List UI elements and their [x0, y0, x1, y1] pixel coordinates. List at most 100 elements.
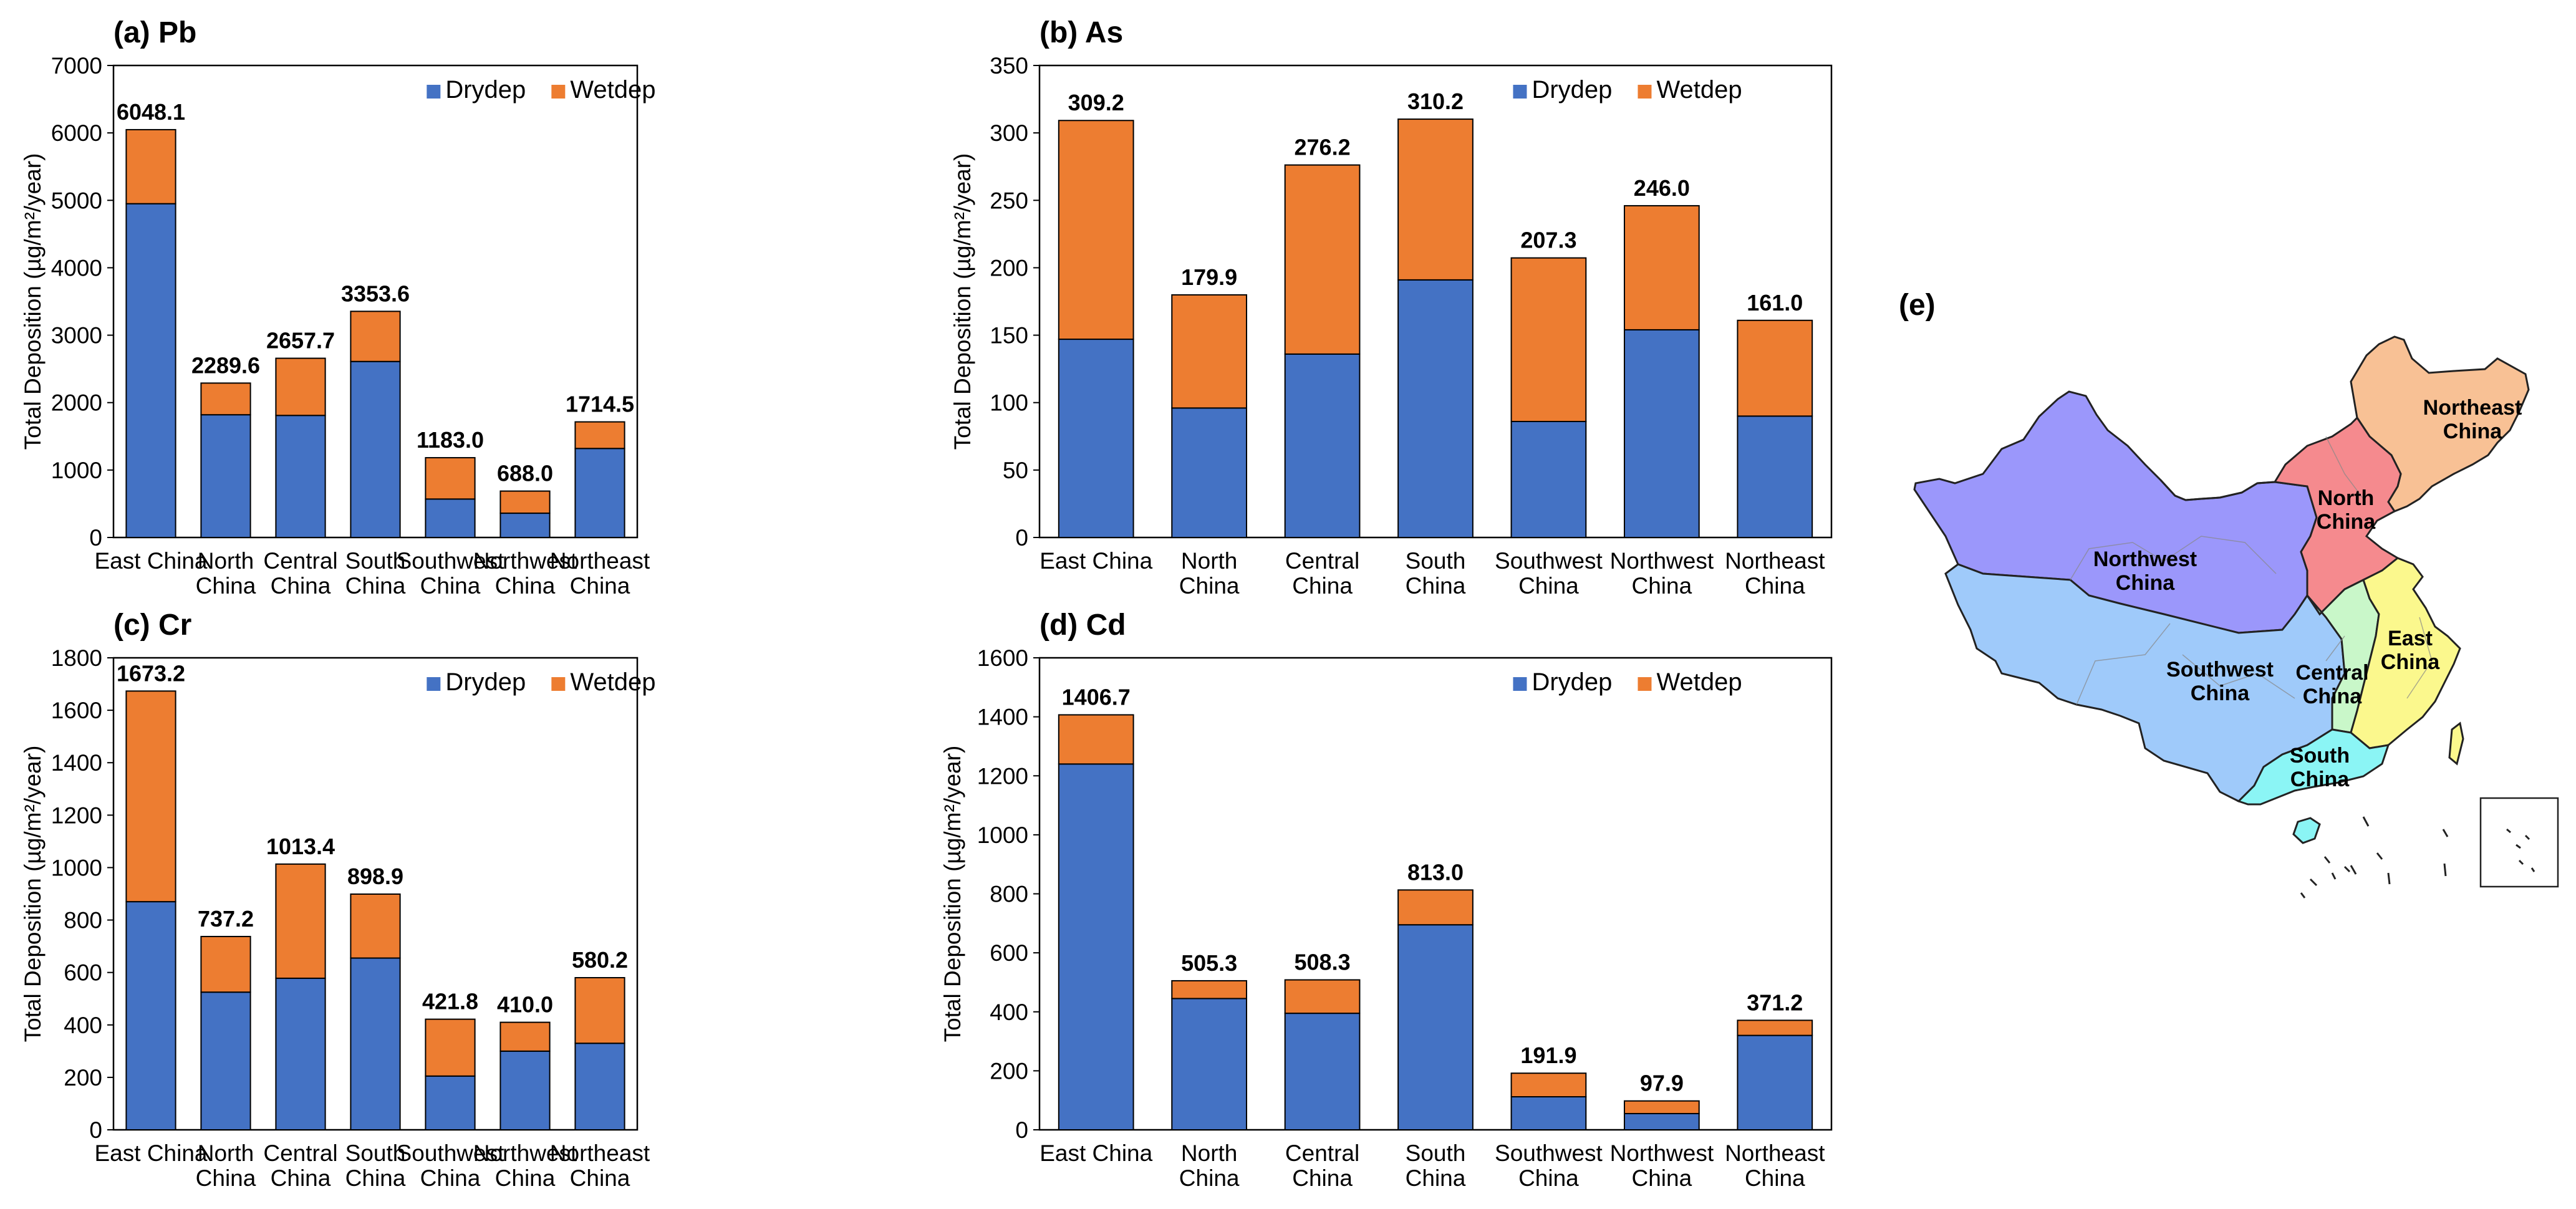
data-label-total: 1673.2	[117, 660, 185, 686]
x-tick-label: China	[1632, 573, 1692, 599]
x-tick-label: East China	[1040, 548, 1152, 574]
legend-label-drydep: Drydep	[1532, 668, 1612, 696]
bar-drydep-central-china	[275, 415, 326, 538]
bar-drydep-north-china	[200, 991, 251, 1131]
map-label-east-china: East	[2388, 627, 2433, 650]
map-label-southwest-china: China	[2191, 682, 2250, 705]
map-label-southwest-china: Southwest	[2166, 658, 2274, 682]
data-label-total: 813.0	[1407, 859, 1464, 885]
legend-swatch-wetdep	[551, 677, 566, 691]
bar-wetdep-south-china	[350, 311, 401, 362]
x-tick-label: Northwest	[473, 548, 577, 574]
bar-drydep-northeast-china	[574, 448, 625, 538]
bar-wetdep-northwest-china	[1623, 1100, 1700, 1114]
data-label-total: 1183.0	[417, 427, 484, 453]
chart-panel-as: (b) As 0 50 100 150 200 250 300 350 Total Deposit…	[950, 16, 1833, 599]
y-tick-label: 0	[1015, 525, 1028, 551]
map-label-northeast-china: Northeast	[2423, 396, 2522, 420]
x-tick-label: Northwest	[1610, 1140, 1714, 1166]
x-tick-label: South	[1406, 1140, 1466, 1166]
x-tick-label: Northwest	[473, 1140, 577, 1166]
bar-drydep-south-china	[350, 957, 401, 1131]
y-tick-label: 400	[64, 1013, 102, 1038]
x-tick-label: Southwest	[397, 548, 504, 574]
y-axis-label: Total Deposition (µg/m²/year)	[20, 746, 46, 1043]
bar-wetdep-northeast-china	[574, 976, 625, 1044]
data-label-total: 2657.7	[266, 328, 335, 354]
x-tick-label: China	[1179, 573, 1240, 599]
y-tick-label: 350	[990, 53, 1028, 79]
x-tick-label: South	[345, 548, 406, 574]
bar-drydep-southwest-china	[1510, 420, 1587, 538]
x-tick-label: China	[345, 573, 406, 599]
x-tick-label: Northeast	[550, 548, 650, 574]
bar-drydep-northwest-china	[499, 1050, 551, 1131]
bar-wetdep-north-china	[1171, 980, 1248, 999]
x-tick-label: China	[1406, 1165, 1466, 1191]
y-tick-label: 6000	[51, 120, 102, 146]
bar-drydep-north-china	[1171, 407, 1248, 539]
bar-drydep-north-china	[1171, 998, 1248, 1130]
y-axis-label: Total Deposition (µg/m²/year)	[20, 153, 46, 450]
data-label-total: 309.2	[1068, 90, 1124, 115]
chart-panel-cr: (c) Cr 0 200 400 600 800 1000 1200 1400 1600 1800 T…	[20, 609, 655, 1191]
map-label-central-china: China	[2303, 685, 2363, 708]
data-label-total: 3353.6	[341, 281, 410, 306]
y-tick-label: 1400	[977, 705, 1028, 730]
y-axis-label: Total Deposition (µg/m²/year)	[950, 153, 975, 450]
chart-title: (c) Cr	[113, 609, 191, 642]
bar-wetdep-north-china	[200, 935, 251, 993]
bar-wetdep-northeast-china	[1737, 1019, 1813, 1036]
y-tick-label: 1000	[51, 458, 102, 483]
data-label-total: 1013.4	[266, 834, 335, 859]
legend-label-drydep: Drydep	[445, 668, 526, 696]
data-label-total: 6048.1	[117, 99, 185, 125]
data-label-total: 1406.7	[1062, 684, 1131, 710]
bar-drydep-north-china	[200, 414, 251, 538]
y-tick-label: 1200	[51, 802, 102, 828]
data-label-total: 421.8	[422, 989, 478, 1014]
x-tick-label: East China	[1040, 1140, 1152, 1166]
x-tick-label: China	[271, 1165, 331, 1191]
bar-drydep-northeast-china	[1737, 415, 1813, 538]
x-tick-label: Northeast	[550, 1140, 650, 1166]
legend-label-drydep: Drydep	[445, 76, 526, 104]
bar-drydep-southwest-china	[425, 1075, 476, 1131]
south-china-sea-islands	[2300, 797, 2559, 898]
x-tick-label: Northeast	[1725, 548, 1825, 574]
bar-wetdep-north-china	[200, 382, 251, 416]
map-label-north-china: North	[2318, 486, 2375, 510]
bar-drydep-northwest-china	[1623, 329, 1700, 538]
bar-wetdep-south-china	[1397, 889, 1474, 926]
y-tick-label: 800	[990, 882, 1028, 907]
chart-panel-pb: (a) Pb 0 1000 2000 3000 4000 5000 6000 7000 Total…	[20, 16, 655, 599]
bar-drydep-southwest-china	[1510, 1096, 1587, 1131]
y-tick-label: 400	[990, 999, 1028, 1025]
data-label-total: 246.0	[1634, 175, 1690, 201]
bar-drydep-northeast-china	[574, 1043, 625, 1131]
bar-wetdep-southwest-china	[1510, 1072, 1587, 1098]
data-label-total: 410.0	[497, 992, 553, 1018]
bar-wetdep-northwest-china	[499, 1021, 551, 1052]
x-tick-label: China	[420, 1165, 481, 1191]
legend-swatch-wetdep	[1638, 85, 1652, 99]
bar-wetdep-central-china	[275, 863, 326, 979]
x-tick-label: China	[570, 573, 630, 599]
x-tick-label: Central	[263, 1140, 337, 1166]
y-tick-label: 7000	[51, 53, 102, 79]
x-tick-label: Northeast	[1725, 1140, 1825, 1166]
x-tick-label: North	[1181, 1140, 1237, 1166]
bar-drydep-northwest-china	[1623, 1112, 1700, 1131]
x-tick-label: China	[271, 573, 331, 599]
y-tick-label: 200	[990, 255, 1028, 281]
y-tick-label: 1000	[977, 822, 1028, 848]
data-label-total: 2289.6	[191, 352, 260, 378]
data-label-total: 580.2	[572, 947, 628, 973]
y-tick-label: 0	[89, 525, 102, 551]
legend-label-drydep: Drydep	[1532, 76, 1612, 104]
x-tick-label: China	[1292, 573, 1353, 599]
x-tick-label: China	[1745, 1165, 1805, 1191]
map-label-east-china: China	[2381, 650, 2441, 674]
y-tick-label: 600	[990, 940, 1028, 966]
